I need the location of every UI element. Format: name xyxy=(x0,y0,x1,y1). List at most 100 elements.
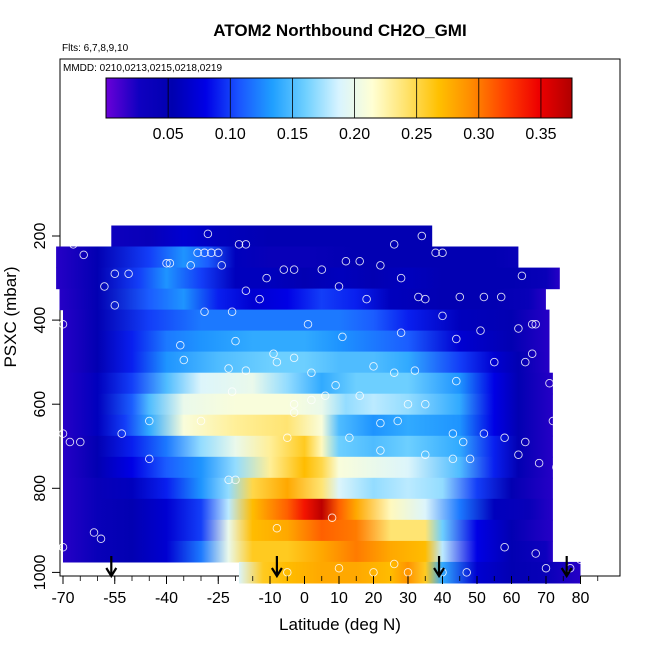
observation-marker xyxy=(58,542,68,552)
observation-marker xyxy=(576,437,585,447)
observation-marker xyxy=(355,391,364,401)
observation-marker xyxy=(255,294,264,304)
observation-marker xyxy=(214,248,223,258)
observation-marker xyxy=(145,416,154,426)
observation-marker xyxy=(100,282,109,291)
observation-marker xyxy=(100,227,109,237)
flight-arrow-head xyxy=(433,567,445,579)
colorbar-frame xyxy=(105,77,573,119)
observation-marker xyxy=(521,437,530,447)
colorbar-tick-label: 0.10 xyxy=(215,126,246,143)
observation-marker xyxy=(79,250,88,260)
y-tick-label: 600 xyxy=(32,391,49,418)
observation-marker xyxy=(345,433,354,443)
flight-arrow xyxy=(105,556,118,579)
observation-marker xyxy=(289,353,299,363)
dates-note: MMDD: 0210,0213,0215,0218,0219 xyxy=(63,63,222,74)
observation-marker xyxy=(521,357,530,367)
observation-marker xyxy=(317,265,327,274)
observation-marker xyxy=(462,568,471,577)
colorbar: 0.05 0.10 0.15 0.20 0.25 0.30 0.35 xyxy=(105,77,573,143)
colorbar-tick-label: 0.25 xyxy=(401,126,432,143)
observation-marker xyxy=(448,454,458,464)
x-tick-label: 40 xyxy=(434,590,452,607)
observation-marker xyxy=(341,256,351,266)
heatmap-band xyxy=(63,456,553,479)
observation-marker xyxy=(490,357,499,367)
x-tick-label: 30 xyxy=(399,590,417,607)
observation-marker xyxy=(289,408,299,417)
observation-marker xyxy=(96,534,106,544)
flights-note: Flts: 6,7,8,9,10 xyxy=(62,43,129,54)
flight-arrow xyxy=(560,556,573,579)
observation-marker xyxy=(421,294,430,304)
x-tick-label: 50 xyxy=(468,590,486,607)
observation-marker xyxy=(224,475,233,485)
observation-marker xyxy=(496,292,506,302)
observation-marker xyxy=(234,240,244,249)
observation-marker xyxy=(393,416,402,426)
flight-arrow-head xyxy=(270,567,283,579)
observation-marker xyxy=(548,416,558,426)
observation-marker xyxy=(438,248,447,258)
y-axis: 200 400 600 800 1000 xyxy=(32,223,60,591)
observation-marker xyxy=(224,364,233,373)
observation-marker xyxy=(193,248,202,258)
y-tick-label: 800 xyxy=(32,475,49,502)
observation-marker xyxy=(145,454,154,464)
observation-marker xyxy=(227,307,237,316)
observation-marker xyxy=(110,269,120,279)
observation-marker xyxy=(272,523,282,533)
heatmap-band xyxy=(63,414,553,437)
y-tick-label: 200 xyxy=(32,223,49,250)
observation-marker xyxy=(217,261,226,270)
x-tick-label: 0 xyxy=(300,590,309,607)
observation-marker xyxy=(334,282,344,291)
heatmap-band xyxy=(63,477,553,500)
x-tick-label: -40 xyxy=(155,590,178,607)
x-tick-label: -70 xyxy=(51,590,74,607)
observation-marker xyxy=(203,229,213,239)
observation-marker xyxy=(369,362,378,371)
heatmap-band xyxy=(63,330,550,353)
colorbar-gradient xyxy=(106,78,572,118)
observation-marker xyxy=(262,273,271,283)
x-axis: -70 -55 -40 -25 -10 0 10 20 30 40 50 60 70 80 xyxy=(51,576,599,607)
observation-marker xyxy=(541,259,551,268)
heatmap-band xyxy=(63,309,550,332)
observation-marker xyxy=(176,341,185,350)
observation-marker xyxy=(272,357,282,367)
observation-marker xyxy=(452,376,461,386)
observation-marker xyxy=(555,471,565,480)
observation-marker xyxy=(186,261,195,270)
observation-marker xyxy=(403,399,413,409)
observation-marker xyxy=(421,450,430,459)
y-tick-label: 400 xyxy=(32,307,49,334)
observation-marker xyxy=(376,418,385,428)
x-tick-label: 60 xyxy=(503,590,521,607)
heatmap-band xyxy=(63,393,553,416)
observation-marker xyxy=(421,399,430,409)
flight-arrow xyxy=(433,556,445,579)
flight-arrow xyxy=(270,556,283,579)
colorbar-tick-label: 0.15 xyxy=(277,126,308,143)
observation-marker xyxy=(527,349,537,358)
observation-marker xyxy=(110,301,120,310)
x-tick-label: 70 xyxy=(537,590,555,607)
observation-marker xyxy=(417,231,427,241)
chart-title: ATOM2 Northbound CH2O_GMI xyxy=(213,21,466,40)
observation-marker xyxy=(541,563,551,573)
observation-marker xyxy=(355,256,364,266)
observation-marker xyxy=(89,528,99,537)
observation-marker xyxy=(431,248,440,258)
observation-marker xyxy=(465,454,475,464)
observation-marker xyxy=(303,320,313,329)
observation-marker xyxy=(438,311,447,321)
heatmap-band xyxy=(63,498,553,521)
observation-marker xyxy=(331,381,340,390)
observation-marker xyxy=(327,513,337,522)
observation-marker xyxy=(307,368,316,377)
y-tick-label: 1000 xyxy=(32,555,49,591)
observation-marker xyxy=(231,336,240,346)
observation-marker xyxy=(362,294,371,304)
